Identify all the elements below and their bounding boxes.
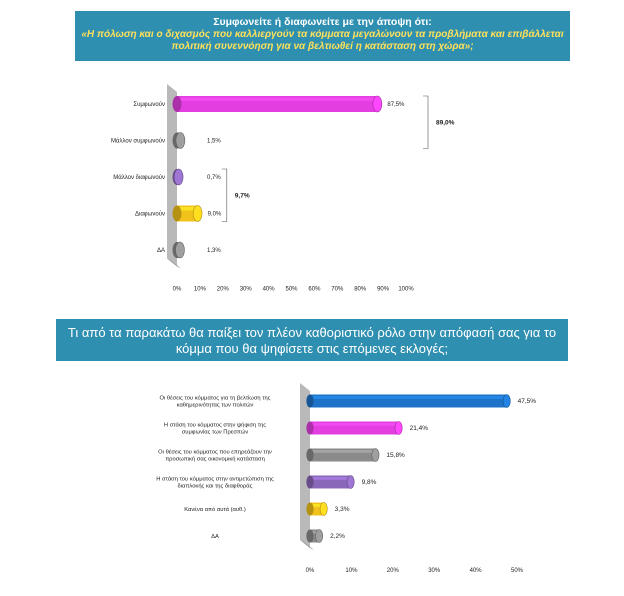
chart2-bar-start-cap [306,394,314,408]
chart1-category-label: Μάλλον διαφωνούν [113,174,165,181]
chart1-value-label: 1,3% [207,248,221,254]
chart2-bar-highlight [310,450,376,453]
chart2-category-label: Η στάση του κόμματος στην ψήφιση της συμφ… [164,422,266,436]
chart1-bar-highlight [177,97,378,102]
chart1-bracket [423,95,429,149]
chart2-x-tick-label: 50% [511,568,524,574]
chart2-bar-highlight [310,531,320,534]
chart1-bracket-label: 9,7% [235,192,250,199]
chart2-bar-end-cap [394,421,403,435]
chart1-x-tick-label: 80% [354,287,367,293]
chart2-header: Τι από τα παρακάτω θα παίξει τον πλέον κ… [56,319,568,361]
chart1-x-tick-label: 40% [263,287,276,293]
chart1-x-tick-label: 90% [377,287,390,293]
chart1-bar-start-cap [172,205,182,222]
chart1-bar-end-cap [175,241,185,259]
chart2-bar-end-cap [319,502,328,516]
chart1-value-label: 1,5% [207,139,221,145]
chart1-header: Συμφωνείτε ή διαφωνείτε με την άποψη ότι… [75,11,570,61]
chart2-bar-start-cap [306,475,314,489]
chart1-category-label: Μάλλον συμφωνούν [111,138,165,145]
chart2-x-tick-label: 0% [306,568,315,574]
chart2-bar-highlight [310,504,324,507]
chart1-bar [172,132,186,149]
chart1-bar-end-cap [372,95,383,113]
chart2-wall-side [300,383,310,548]
chart2-bar-end-cap [315,529,324,543]
chart1-bar [172,168,184,186]
chart1-wall-side [167,84,177,267]
chart1-bar-start-cap [172,96,182,112]
chart1-x-tick-label: 20% [217,287,230,293]
chart2-x-tick-label: 20% [387,568,400,574]
chart2-category-label: Οι θέσεις του κόμματος για τη βελτίωση τ… [159,395,270,409]
chart2-value-label: 9,8% [362,479,377,486]
chart2-value-label: 2,2% [330,533,345,540]
chart1-bar [172,95,383,113]
chart2-bar-body [310,529,320,543]
chart2-bar [306,529,324,543]
chart2-bar-end-cap [346,475,355,489]
chart1-category-label: Διαφωνούν [135,212,165,218]
chart2-value-label: 15,8% [386,452,405,459]
chart1-x-tick-label: 30% [240,287,253,293]
chart1-value-label: 87,5% [387,102,405,108]
chart1-x-tick-label: 10% [194,287,207,293]
chart1-value-label: 0,7% [207,175,221,181]
chart2-bar [306,421,403,435]
chart2-bar-highlight [310,477,351,480]
chart1-value-label: 9,0% [208,212,222,218]
chart1-x-tick-label: 0% [173,287,182,293]
chart1-title: Συμφωνείτε ή διαφωνείτε με την άποψη ότι… [213,16,432,28]
chart1-bracket [221,168,228,222]
chart2-bar-start-cap [306,448,314,462]
chart2-x-tick-label: 10% [345,568,358,574]
chart1-bar [172,241,185,259]
chart2-bar-highlight [310,423,399,426]
chart2-plot: Οι θέσεις του κόμματος για τη βελτίωση τ… [156,383,537,574]
chart2-bar [306,394,511,408]
chart1-x-tick-label: 70% [331,287,344,293]
chart1-subtitle: «Η πόλωση και ο διχασμός που καλλιεργούν… [81,29,564,52]
chart1-x-tick-label: 60% [308,287,321,293]
chart2-wall-edge [300,540,314,550]
chart2-title: Τι από τα παρακάτω θα παίξει τον πλέον κ… [67,325,557,356]
chart2-bar [306,448,380,462]
chart2-bar-end-cap [502,394,511,408]
chart2-bar-start-cap [306,529,314,543]
chart2-bar-end-cap [371,448,380,462]
chart1-bar-end-cap [173,168,184,186]
chart2-bar [306,475,355,489]
chart1-wall-edge [167,258,181,269]
chart2-category-label: Η στάση του κόμματος στην αντιμετώπιση τ… [156,476,274,490]
chart1-bar-highlight [177,207,198,211]
chart2-bar-start-cap [306,421,314,435]
chart2-category-label: Οι θέσεις του κόμματος που επηρεάζουν τη… [158,449,272,463]
chart2-x-tick-label: 40% [470,568,483,574]
chart1-x-tick-label: 50% [285,287,298,293]
chart1-bar-end-cap [192,205,203,222]
chart1-category-label: Συμφωνούν [133,102,165,108]
chart2-value-label: 21,4% [410,425,429,432]
chart1-category-label: ΔΑ [157,248,165,254]
chart2-category-label: Κανένα από αυτά (αυθ.) [184,506,246,513]
chart2-bar-start-cap [306,502,314,516]
chart2-category-label: ΔΑ [211,534,219,540]
chart1-bar [172,205,203,222]
chart2-bar-highlight [310,396,507,399]
chart2-x-tick-label: 30% [428,568,441,574]
chart2-value-label: 3,3% [335,506,350,513]
chart2-bar [306,502,328,516]
chart1-x-tick-label: 100% [398,287,414,293]
chart1-bar-end-cap [175,132,186,149]
chart1-plot: Συμφωνούν 87,5% Μάλλον συμφωνούν 1,5% Μάλλον… [111,84,455,293]
chart2-value-label: 47,5% [518,398,537,405]
chart1-bracket-label: 89,0% [436,119,455,126]
